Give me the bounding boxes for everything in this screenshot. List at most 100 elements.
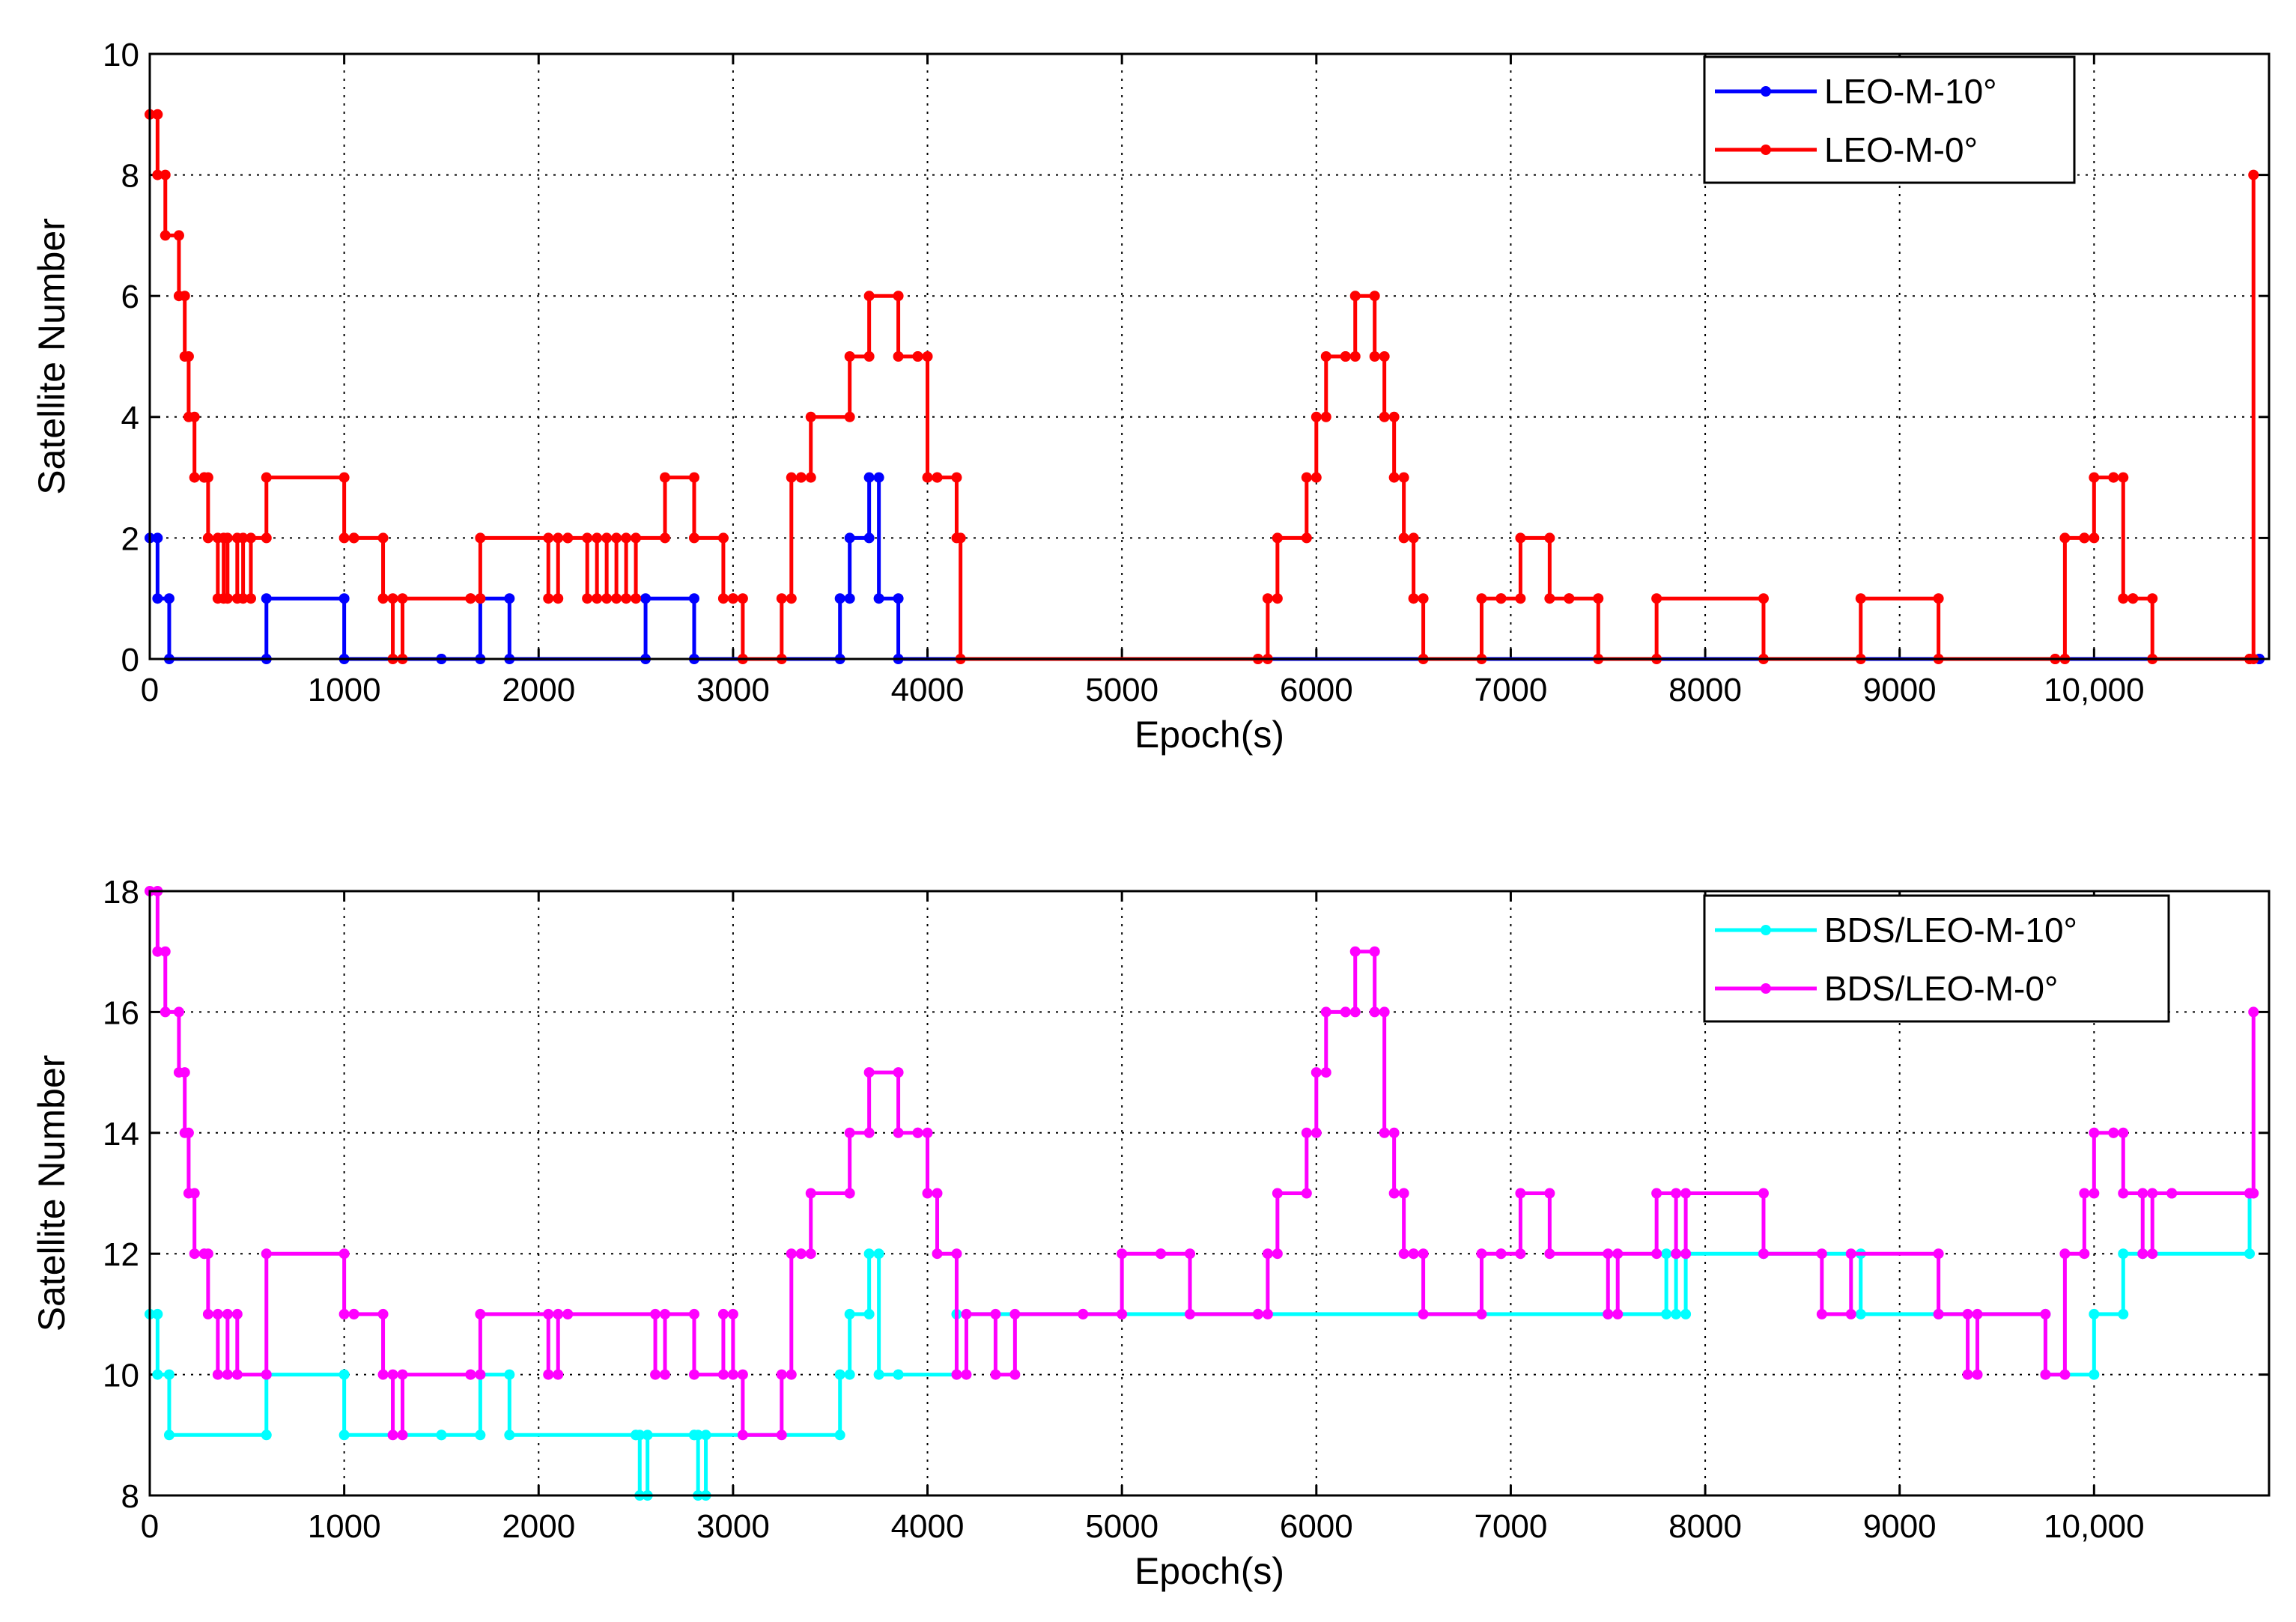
data-point — [543, 1369, 554, 1380]
series-line — [150, 112, 2256, 661]
data-point — [717, 1308, 729, 1319]
x-axis-label: Epoch(s) — [1135, 714, 1284, 756]
data-point — [189, 1248, 200, 1260]
y-tick-label: 10 — [103, 37, 139, 73]
data-point — [387, 1369, 398, 1380]
data-point — [1272, 532, 1283, 544]
series-top-0 — [145, 472, 2265, 664]
data-point — [1117, 1248, 1128, 1260]
data-point — [1301, 1127, 1312, 1138]
data-point — [2040, 1308, 2051, 1319]
data-point — [805, 472, 816, 483]
x-tick-label: 8000 — [1668, 1508, 1742, 1545]
x-tick-label: 4000 — [891, 1508, 965, 1545]
data-point — [163, 1369, 174, 1380]
x-tick-label: 7000 — [1474, 1508, 1547, 1545]
legend-box — [1703, 894, 2170, 1023]
data-point — [202, 1248, 213, 1260]
data-point — [1301, 1188, 1312, 1199]
data-point — [1340, 1006, 1351, 1018]
data-point — [504, 1430, 515, 1441]
y-tick-label: 2 — [121, 520, 139, 557]
x-tick-label: 2000 — [502, 1508, 575, 1545]
data-point — [1603, 1248, 1614, 1260]
data-point — [893, 1127, 904, 1138]
data-point — [237, 532, 249, 544]
data-point — [1855, 1308, 1866, 1319]
data-point — [1544, 593, 1555, 604]
data-point — [1651, 593, 1662, 604]
data-point — [1349, 351, 1361, 362]
data-point — [2248, 1188, 2259, 1199]
data-point — [631, 532, 642, 544]
x-tick-label: 10,000 — [2044, 1508, 2145, 1545]
data-point — [2079, 532, 2090, 544]
data-point — [543, 1308, 554, 1319]
data-point — [844, 593, 855, 604]
data-point — [932, 472, 943, 483]
x-tick-label: 6000 — [1280, 1508, 1353, 1545]
data-point — [1671, 1308, 1682, 1319]
data-point — [1603, 1308, 1614, 1319]
x-tick-label: 0 — [141, 672, 159, 708]
data-point — [1418, 1248, 1429, 1260]
data-point — [650, 1369, 661, 1380]
data-point — [1379, 1006, 1390, 1018]
data-point — [1185, 1308, 1196, 1319]
data-point — [1320, 351, 1331, 362]
data-point — [1369, 351, 1380, 362]
data-point — [160, 946, 171, 957]
data-point — [1301, 472, 1312, 483]
x-tick-label: 6000 — [1280, 672, 1353, 708]
data-point — [727, 1308, 738, 1319]
data-point — [660, 1369, 671, 1380]
series-top-1 — [145, 109, 2259, 664]
data-point — [990, 1369, 1001, 1380]
data-point — [660, 1308, 671, 1319]
data-point — [1320, 411, 1331, 422]
data-point — [922, 1127, 933, 1138]
data-point — [1262, 1308, 1273, 1319]
data-point — [1816, 1308, 1827, 1319]
data-point — [1398, 1248, 1409, 1260]
data-point — [387, 593, 398, 604]
data-point — [1661, 1248, 1672, 1260]
data-point — [377, 1308, 389, 1319]
legend: BDS/LEO-M-10° BDS/LEO-M-0° — [1703, 894, 2170, 1023]
data-point — [1972, 1369, 1983, 1380]
data-point — [688, 532, 699, 544]
data-point — [1476, 593, 1487, 604]
data-point — [1155, 1248, 1167, 1260]
data-point — [1272, 593, 1283, 604]
data-point — [1933, 1308, 1944, 1319]
data-point — [737, 593, 748, 604]
data-point — [1320, 1067, 1331, 1078]
data-point — [1612, 1248, 1624, 1260]
data-point — [436, 1430, 447, 1441]
data-point — [786, 593, 797, 604]
data-point — [183, 1127, 194, 1138]
data-point — [863, 532, 875, 544]
data-point — [621, 593, 632, 604]
plot-frame — [148, 890, 2271, 1497]
data-point — [1379, 351, 1390, 362]
y-tick-label: 0 — [121, 642, 139, 678]
data-point — [776, 1369, 787, 1380]
data-point — [873, 1248, 884, 1260]
data-point — [1311, 1127, 1322, 1138]
data-point — [246, 593, 257, 604]
data-point — [338, 1308, 350, 1319]
data-point — [1398, 472, 1409, 483]
data-point — [786, 1369, 797, 1380]
data-point — [1349, 1006, 1361, 1018]
data-point — [922, 472, 933, 483]
x-tick-label: 3000 — [696, 672, 770, 708]
data-point — [397, 1430, 408, 1441]
data-point — [805, 411, 816, 422]
data-point — [893, 593, 904, 604]
data-point — [805, 1248, 816, 1260]
data-point — [951, 1369, 962, 1380]
data-point — [183, 351, 194, 362]
y-tick-label: 16 — [103, 994, 139, 1031]
data-point — [844, 1188, 855, 1199]
